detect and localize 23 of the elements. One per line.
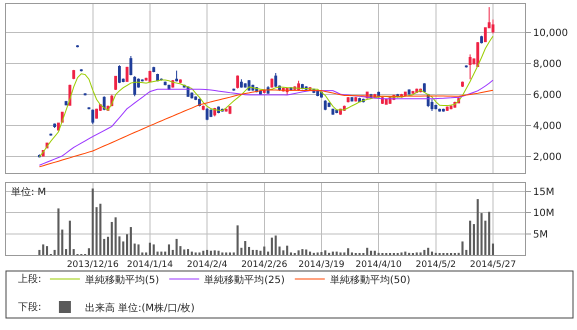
legend-label: 単純移動平均(5) xyxy=(84,274,160,286)
y-tick-label: 8,000 xyxy=(533,59,562,70)
legend-label: 単純移動平均(50) xyxy=(330,274,410,286)
legend-label: 単純移動平均(25) xyxy=(204,274,285,286)
y-tick-label: 6,000 xyxy=(533,90,562,102)
x-tick-label: 2014/4/10 xyxy=(356,260,402,270)
x-tick-label: 2014/2/26 xyxy=(241,260,288,270)
x-tick-label: 2013/12/16 xyxy=(66,260,119,270)
x-tick-label: 2014/5/2 xyxy=(416,260,456,270)
y-tick-label: 5M xyxy=(533,229,548,240)
y-tick-label: 10M xyxy=(533,208,554,220)
text: 上段: xyxy=(18,273,42,285)
y-tick-label: 10,000 xyxy=(533,28,568,40)
y-axis-title: 単位: M xyxy=(11,186,46,198)
y-tick-label: 2,000 xyxy=(533,152,562,164)
x-tick-label: 2014/5/27 xyxy=(470,260,516,270)
y-tick-label: 15M xyxy=(533,186,554,198)
x-tick-label: 2014/3/19 xyxy=(298,260,345,270)
legend-label: 出来高 単位:(M株/口/枚) xyxy=(84,302,195,314)
x-tick-label: 2014/1/14 xyxy=(126,260,174,270)
text: 下段: xyxy=(18,301,42,313)
x-tick-label: 2014/2/4 xyxy=(186,260,228,270)
y-tick-label: 4,000 xyxy=(533,121,562,132)
